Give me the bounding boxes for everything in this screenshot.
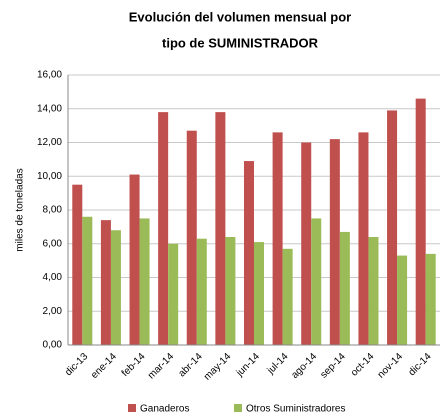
y-tick-label: 14,00 (37, 103, 62, 114)
bar (139, 218, 150, 345)
y-tick-label: 0,00 (43, 340, 63, 351)
bar (415, 98, 426, 345)
bar (301, 142, 312, 345)
x-tick-label: jun-14 (234, 351, 262, 379)
bar (196, 238, 207, 345)
x-tick-label: ago-14 (289, 351, 319, 381)
bar (368, 237, 379, 345)
bar (158, 112, 169, 345)
legend-label: Otros Suministradores (246, 404, 345, 415)
bar (311, 218, 322, 345)
y-tick-label: 16,00 (37, 70, 62, 81)
y-tick-label: 8,00 (43, 205, 63, 216)
bar (282, 248, 293, 345)
bar (186, 130, 197, 345)
bar (243, 161, 254, 345)
bar (168, 243, 179, 345)
bar (387, 110, 398, 345)
bar (110, 230, 121, 345)
bar (72, 184, 83, 345)
bar (129, 174, 140, 345)
bar (425, 253, 436, 345)
x-tick-label: may-14 (202, 351, 234, 383)
chart-title: tipo de SUMINISTRADOR (162, 35, 319, 50)
x-tick-label: dic-14 (407, 351, 434, 378)
y-tick-label: 6,00 (43, 238, 63, 249)
bar (254, 242, 265, 345)
x-tick-label: nov-14 (376, 351, 406, 381)
bar (225, 237, 236, 345)
y-tick-label: 2,00 (43, 306, 63, 317)
x-tick-label: abr-14 (177, 351, 206, 380)
x-tick-label: feb-14 (120, 351, 148, 379)
bar (82, 216, 93, 345)
x-tick-label: oct-14 (349, 351, 377, 379)
y-axis-label: miles de toneladas (15, 168, 26, 251)
bar (100, 220, 111, 345)
legend-swatch (234, 404, 242, 412)
y-tick-label: 10,00 (37, 171, 62, 182)
legend-swatch (128, 404, 136, 412)
bar (358, 132, 369, 345)
x-tick-label: mar-14 (146, 351, 176, 381)
x-tick-label: jul-14 (265, 351, 291, 377)
bar (329, 139, 340, 345)
bar (215, 112, 226, 345)
bar (272, 132, 283, 345)
bar (339, 231, 350, 345)
y-tick-label: 4,00 (43, 272, 63, 283)
y-tick-label: 12,00 (37, 137, 62, 148)
legend-label: Ganaderos (140, 404, 189, 415)
chart-title: Evolución del volumen mensual por (129, 9, 352, 24)
x-tick-label: sep-14 (318, 351, 348, 381)
x-tick-label: ene-14 (89, 351, 119, 381)
x-tick-label: dic-13 (63, 351, 90, 378)
bar (397, 255, 408, 345)
